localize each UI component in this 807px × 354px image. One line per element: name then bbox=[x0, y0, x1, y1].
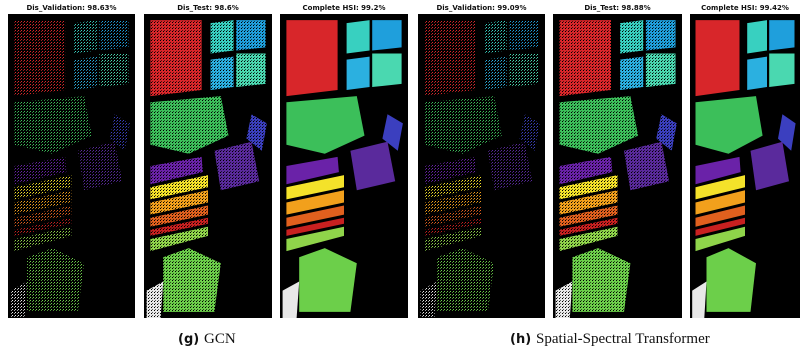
class-region bbox=[509, 20, 538, 50]
class-region bbox=[509, 54, 538, 88]
class-region bbox=[646, 54, 676, 88]
caption-text: Spatial-Spectral Transformer bbox=[536, 331, 710, 347]
class-region bbox=[74, 57, 97, 90]
class-region bbox=[211, 20, 234, 53]
class-region bbox=[372, 54, 401, 88]
class-region bbox=[236, 20, 265, 50]
panel: Complete HSI: 99.42% bbox=[690, 4, 800, 318]
panel: Dis_Validation: 99.09% bbox=[418, 4, 545, 318]
class-region bbox=[347, 57, 370, 90]
class-region bbox=[747, 20, 767, 53]
class-region bbox=[99, 54, 128, 88]
class-region bbox=[484, 20, 507, 53]
caption-label: (g) bbox=[178, 332, 199, 347]
panel-title: Dis_Validation: 98.63% bbox=[26, 4, 116, 12]
panel-title: Complete HSI: 99.42% bbox=[701, 4, 789, 12]
class-region bbox=[747, 57, 767, 90]
class-region bbox=[769, 20, 794, 50]
caption-text: GCN bbox=[204, 331, 236, 347]
figure: (g) GCN (h) Spatial-Spectral Transformer… bbox=[0, 0, 807, 354]
caption-label: (h) bbox=[510, 332, 531, 347]
class-region bbox=[560, 20, 612, 96]
class-region bbox=[620, 20, 643, 53]
class-region bbox=[696, 20, 740, 96]
class-region bbox=[14, 20, 65, 96]
panel-title: Dis_Test: 98.88% bbox=[584, 4, 650, 12]
panel-title: Dis_Validation: 99.09% bbox=[436, 4, 526, 12]
class-region bbox=[211, 57, 234, 90]
class-region bbox=[372, 20, 401, 50]
class-region bbox=[646, 20, 676, 50]
class-region bbox=[769, 54, 794, 88]
class-region bbox=[74, 20, 97, 53]
class-region bbox=[236, 54, 265, 88]
class-region bbox=[620, 57, 643, 90]
class-region bbox=[99, 20, 128, 50]
class-region bbox=[347, 20, 370, 53]
panel: Dis_Validation: 98.63% bbox=[8, 4, 135, 318]
class-region bbox=[150, 20, 201, 96]
panel: Complete HSI: 99.2% bbox=[280, 4, 408, 318]
panel: Dis_Test: 98.88% bbox=[553, 4, 682, 318]
panel-title: Dis_Test: 98.6% bbox=[177, 4, 239, 12]
class-region bbox=[424, 20, 475, 96]
panel-title: Complete HSI: 99.2% bbox=[303, 4, 386, 12]
panel: Dis_Test: 98.6% bbox=[144, 4, 272, 318]
class-region bbox=[484, 57, 507, 90]
class-region bbox=[286, 20, 337, 96]
